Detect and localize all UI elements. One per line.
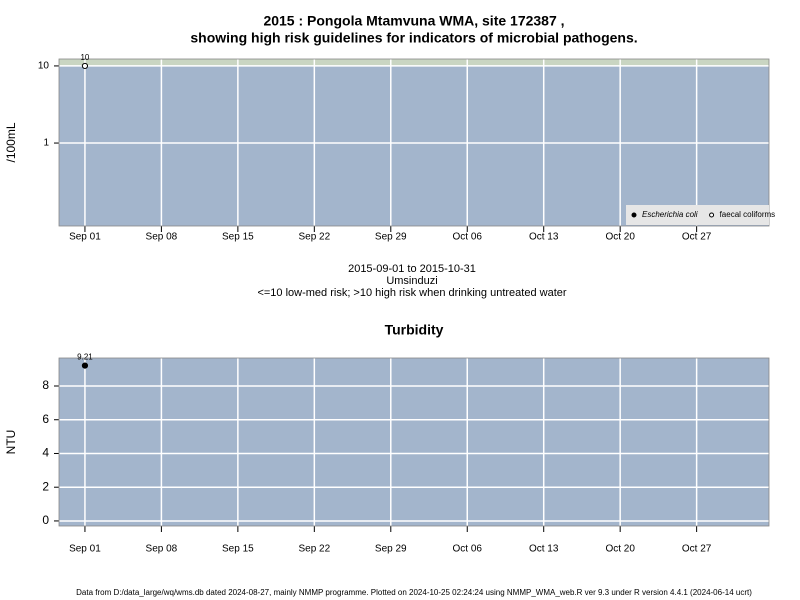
note: <=10 low-med risk; >10 high risk when dr… [257, 287, 566, 299]
legend-box [626, 205, 769, 225]
footer: Data from D:/data_large/wq/wms.db dated … [76, 588, 752, 597]
x-tick-label: Oct 13 [529, 232, 559, 243]
y-tick-label: 8 [42, 378, 49, 392]
x-tick-label: Oct 20 [605, 232, 635, 243]
x-tick-label: Sep 29 [375, 544, 407, 555]
x-tick-label: Sep 29 [375, 232, 407, 243]
legend-marker [709, 212, 715, 218]
x-tick-label: Sep 22 [298, 232, 330, 243]
data-label: 9.21 [77, 353, 93, 362]
legend-label: faecal coliforms [720, 210, 776, 219]
y-tick-label: 1 [43, 138, 49, 149]
y-tick-label: 0 [42, 513, 49, 527]
x-tick-label: Oct 27 [682, 232, 712, 243]
x-tick-label: Sep 15 [222, 544, 254, 555]
x-tick-label: Oct 20 [605, 544, 635, 555]
y-tick-label: 6 [42, 412, 49, 426]
note: Umsinduzi [386, 275, 437, 287]
x-tick-label: Oct 06 [453, 544, 483, 555]
plot-frame [58, 357, 770, 527]
x-tick-label: Oct 13 [529, 544, 559, 555]
plot-area [59, 358, 769, 526]
y-axis-label: NTU [4, 430, 18, 455]
x-tick-label: Oct 06 [453, 232, 483, 243]
data-label: 10 [80, 53, 89, 62]
legend-marker [631, 212, 637, 218]
high-risk-band [59, 59, 769, 66]
y-tick-label: 2 [42, 479, 49, 493]
y-axis-label: /100mL [4, 122, 18, 162]
x-tick-label: Sep 08 [146, 544, 178, 555]
data-point [81, 62, 89, 70]
note: 2015-09-01 to 2015-10-31 [348, 263, 476, 275]
x-tick-label: Sep 08 [146, 232, 178, 243]
x-tick-label: Sep 15 [222, 232, 254, 243]
plot-frame [58, 58, 770, 227]
data-point [81, 362, 89, 369]
chart-title: 2015 : Pongola Mtamvuna WMA, site 172387… [263, 13, 564, 29]
y-tick-label: 4 [42, 446, 49, 460]
chart-title: Turbidity [385, 322, 444, 338]
x-tick-label: Oct 27 [682, 544, 712, 555]
x-tick-label: Sep 01 [69, 232, 101, 243]
x-tick-label: Sep 01 [69, 544, 101, 555]
y-tick-label: 10 [38, 61, 50, 72]
x-tick-label: Sep 22 [298, 544, 330, 555]
chart-title: showing high risk guidelines for indicat… [190, 30, 637, 46]
legend-label: Escherichia coli [642, 210, 698, 219]
